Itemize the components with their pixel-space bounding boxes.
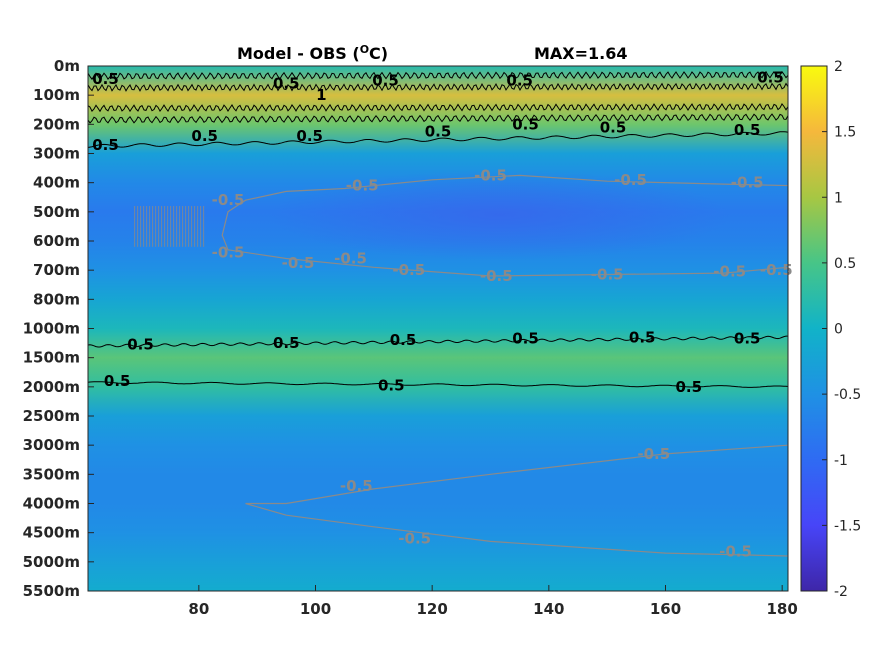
x-tick-label: 160 bbox=[650, 600, 681, 618]
contour-label: 0.5 bbox=[734, 330, 761, 348]
max-value-label: MAX=1.64 bbox=[534, 44, 628, 63]
contour-label: 0.5 bbox=[425, 123, 452, 141]
chart-title: Model - OBS (OC) bbox=[237, 43, 388, 63]
y-tick-label: 200m bbox=[33, 115, 80, 133]
x-tick-label: 140 bbox=[533, 600, 564, 618]
y-tick-label: 2500m bbox=[23, 407, 80, 425]
contour-line bbox=[245, 444, 789, 557]
contour-label: -0.5 bbox=[614, 171, 647, 189]
x-axis: 80 100 120 140 160 180 bbox=[188, 585, 798, 618]
contour-label: -0.5 bbox=[212, 191, 245, 209]
contour-label: -0.5 bbox=[282, 254, 315, 272]
contour-label: 0.5 bbox=[273, 334, 300, 352]
y-tick-label: 800m bbox=[33, 290, 80, 308]
contour-line bbox=[87, 113, 789, 124]
y-tick-label: 5500m bbox=[23, 582, 80, 600]
contour-label: -0.5 bbox=[731, 174, 764, 192]
y-tick-label: 3500m bbox=[23, 465, 80, 483]
contour-label: -0.5 bbox=[480, 267, 513, 285]
contour-label: 0.5 bbox=[512, 115, 539, 133]
contour-line bbox=[221, 174, 789, 277]
contour-label: -0.5 bbox=[637, 445, 670, 463]
contour-label: 0.5 bbox=[506, 72, 533, 90]
y-tick-label: 1500m bbox=[23, 349, 80, 367]
colorbar-tick-label: 0.5 bbox=[834, 256, 856, 272]
y-axis: 0m 100m 200m 300m 400m 500m 600m 700m 800m 1000m 1… bbox=[23, 57, 94, 600]
contour-label: 0.5 bbox=[378, 376, 405, 394]
contour-label: 0.5 bbox=[273, 75, 300, 93]
contour-label: 0.5 bbox=[734, 121, 761, 139]
contour-line bbox=[87, 70, 789, 81]
y-tick-label: 0m bbox=[54, 57, 80, 75]
contour-lines bbox=[87, 70, 789, 557]
contour-label: -0.5 bbox=[346, 177, 379, 195]
contour-label: 0.5 bbox=[372, 72, 399, 90]
contour-label: -0.5 bbox=[340, 477, 373, 495]
contour-label: 0.5 bbox=[104, 372, 131, 390]
colorbar: 2 1.5 1 0.5 0 -0.5 -1 -1.5 -2 bbox=[800, 59, 861, 600]
contour-label: 0.5 bbox=[512, 330, 539, 348]
contour-label: -0.5 bbox=[719, 543, 752, 561]
x-tick-label: 180 bbox=[767, 600, 798, 618]
contour-labels: 0.5 0.5 0.5 0.5 0.5 1 0.5 0.5 0.5 0.5 0.5 0.5 0.5 -0.… bbox=[92, 69, 792, 561]
contour-label: -0.5 bbox=[760, 261, 793, 279]
colorbar-tick-label: 2 bbox=[834, 59, 843, 75]
contour-label: 0.5 bbox=[191, 127, 218, 145]
contour-line bbox=[87, 381, 789, 388]
y-tick-label: 700m bbox=[33, 261, 80, 279]
y-tick-label: 2000m bbox=[23, 378, 80, 396]
contour-label: 0.5 bbox=[600, 118, 627, 136]
contour-label: 0.5 bbox=[390, 331, 417, 349]
contour-label: -0.5 bbox=[398, 530, 431, 548]
x-tick-label: 120 bbox=[417, 600, 448, 618]
contour-line bbox=[87, 82, 789, 92]
y-tick-label: 100m bbox=[33, 86, 80, 104]
y-tick-label: 400m bbox=[33, 174, 80, 192]
contour-label: 1 bbox=[316, 86, 326, 104]
contour-label: 0.5 bbox=[296, 127, 323, 145]
x-tick-label: 100 bbox=[300, 600, 331, 618]
y-tick-label: 500m bbox=[33, 203, 80, 221]
contour-label: 0.5 bbox=[92, 136, 119, 154]
contour-label: -0.5 bbox=[591, 266, 624, 284]
contour-label: -0.5 bbox=[474, 166, 507, 184]
contour-label: 0.5 bbox=[92, 70, 119, 88]
contour-label: 0.5 bbox=[127, 336, 154, 354]
contour-label: 0.5 bbox=[757, 69, 784, 87]
cold-core-blob bbox=[270, 170, 730, 260]
contour-label: -0.5 bbox=[392, 261, 425, 279]
y-tick-label: 4500m bbox=[23, 524, 80, 542]
contour-label: -0.5 bbox=[713, 263, 746, 281]
contour-label: 0.5 bbox=[676, 378, 703, 396]
colorbar-ticks: 2 1.5 1 0.5 0 -0.5 -1 -1.5 -2 bbox=[822, 59, 861, 600]
contour-line bbox=[87, 131, 789, 148]
x-tick-label: 80 bbox=[188, 600, 209, 618]
y-tick-label: 300m bbox=[33, 145, 80, 163]
colorbar-tick-label: 1.5 bbox=[834, 125, 856, 141]
chart-title-group: Model - OBS (OC) MAX=1.64 bbox=[237, 43, 628, 63]
colorbar-tick-label: 1 bbox=[834, 190, 843, 206]
colorbar-tick-label: 0 bbox=[834, 322, 843, 338]
y-tick-label: 4000m bbox=[23, 495, 80, 513]
contour-line bbox=[87, 335, 788, 348]
colorbar-tick-label: -2 bbox=[834, 584, 848, 600]
contour-label: -0.5 bbox=[334, 250, 367, 268]
y-tick-label: 1000m bbox=[23, 320, 80, 338]
y-tick-label: 600m bbox=[33, 232, 80, 250]
plot-area: 0.5 0.5 0.5 0.5 0.5 1 0.5 0.5 0.5 0.5 0.5 0.5 0.5 -0.… bbox=[87, 65, 793, 592]
field-background bbox=[88, 66, 788, 591]
colorbar-tick-label: -1 bbox=[834, 453, 848, 469]
colorbar-tick-label: -1.5 bbox=[834, 518, 861, 534]
contour-label: 0.5 bbox=[629, 328, 656, 346]
colorbar-tick-label: -0.5 bbox=[834, 387, 861, 403]
contour-label: -0.5 bbox=[212, 244, 245, 262]
y-tick-label: 3000m bbox=[23, 436, 80, 454]
contour-line bbox=[87, 102, 789, 113]
y-tick-label: 5000m bbox=[23, 553, 80, 571]
